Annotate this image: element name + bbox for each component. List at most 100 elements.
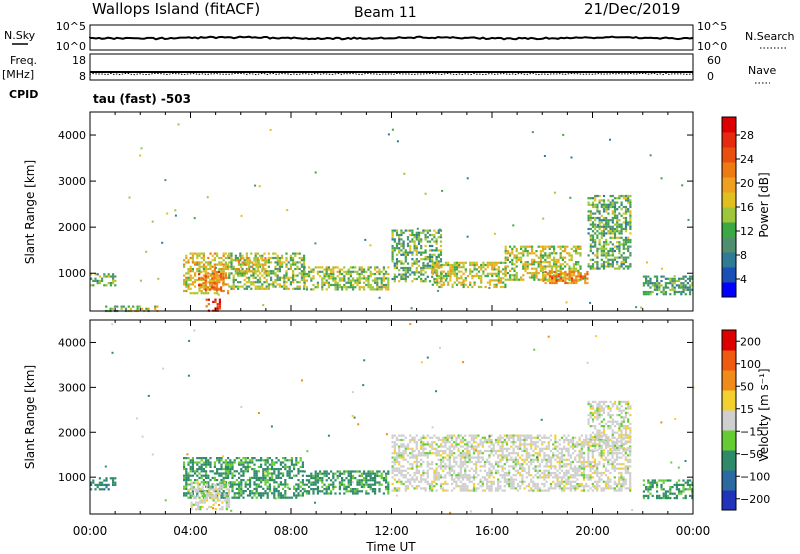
heatmap-cell: [629, 201, 632, 204]
heatmap-cell: [567, 438, 570, 442]
heatmap-cell: [444, 452, 447, 455]
heatmap-cell: [517, 278, 520, 281]
heatmap-cell: [264, 461, 267, 464]
heatmap-cell: [533, 258, 536, 261]
heatmap-cell: [459, 452, 462, 455]
heatmap-cell: [442, 449, 445, 453]
heatmap-cell: [558, 482, 561, 486]
heatmap-cell: [369, 286, 372, 289]
heatmap-cell: [572, 250, 575, 253]
heatmap-cell: [602, 252, 606, 255]
heatmap-cell: [254, 281, 257, 284]
heatmap-cell: [575, 275, 578, 278]
heatmap-cell: [194, 501, 198, 504]
heatmap-cell: [607, 254, 610, 257]
heatmap-cell: [305, 483, 308, 486]
heatmap-cell: [560, 449, 564, 453]
heatmap-cell: [365, 474, 368, 477]
heatmap-cell: [449, 270, 452, 273]
heatmap-cell: [382, 279, 385, 282]
heatmap-cell: [460, 281, 463, 284]
heatmap-cell: [212, 497, 215, 500]
heatmap-cell: [602, 247, 606, 250]
heatmap-cell: [501, 443, 504, 446]
heatmap-cell: [509, 252, 512, 255]
heatmap-cell: [298, 261, 301, 264]
heatmap-cell: [209, 279, 212, 282]
heatmap-cell: [398, 480, 401, 483]
heatmap-cell: [286, 470, 289, 473]
heatmap-cell: [310, 288, 313, 291]
heatmap-cell: [271, 474, 274, 477]
heatmap-cell: [591, 223, 595, 226]
heatmap-cell: [312, 483, 315, 486]
heatmap-cell: [536, 460, 539, 464]
heatmap-cell: [490, 463, 493, 466]
heatmap-cell: [404, 485, 407, 488]
heatmap-cell: [216, 494, 219, 497]
heatmap-cell: [231, 465, 234, 468]
heatmap-cell: [391, 476, 394, 479]
heatmap-cell: [223, 499, 226, 502]
heatmap-cell: [417, 260, 421, 263]
heatmap-cell: [477, 482, 480, 486]
heatmap-cell: [422, 251, 425, 254]
heatmap-cell: [211, 281, 214, 285]
heatmap-cell: [409, 456, 412, 459]
heatmap-cell: [201, 494, 204, 498]
heatmap-cell: [499, 445, 502, 448]
heatmap-cell: [483, 465, 487, 468]
heatmap-cell: [658, 288, 661, 291]
heatmap-cell: [409, 229, 412, 232]
heatmap-cell: [531, 274, 534, 277]
heatmap-cell: [278, 278, 281, 282]
heatmap-cell: [205, 481, 209, 484]
heatmap-cell: [426, 258, 429, 261]
heatmap-cell: [524, 265, 527, 268]
heatmap-cell: [202, 267, 205, 271]
heatmap-cell: [222, 289, 225, 293]
heatmap-cell: [398, 249, 401, 252]
heatmap-cell: [374, 483, 377, 486]
heatmap-cell: [174, 214, 177, 217]
heatmap-cell: [358, 266, 361, 269]
heatmap-cell: [570, 247, 573, 250]
heatmap-cell: [225, 503, 228, 506]
heatmap-cell: [239, 259, 242, 262]
heatmap-cell: [411, 452, 414, 455]
heatmap-cell: [378, 268, 381, 271]
heatmap-cell: [298, 281, 301, 284]
heatmap-cell: [205, 457, 208, 460]
heatmap-cell: [244, 483, 247, 486]
heatmap-cell: [504, 252, 507, 255]
heatmap-cell: [220, 468, 223, 471]
heatmap-cell: [544, 247, 547, 250]
heatmap-cell: [265, 270, 268, 273]
heatmap-cell: [242, 270, 245, 273]
heatmap-cell: [459, 467, 462, 470]
heatmap-cell: [605, 225, 608, 228]
heatmap-cell: [191, 252, 194, 255]
heatmap-cell: [415, 244, 418, 248]
heatmap-cell: [444, 443, 447, 446]
heatmap-cell: [466, 285, 470, 289]
heatmap-cell: [649, 293, 652, 296]
heatmap-cell: [200, 270, 203, 274]
heatmap-cell: [420, 251, 423, 254]
heatmap-cell: [380, 477, 383, 480]
heatmap-cell: [376, 286, 379, 289]
heatmap-cell: [611, 230, 614, 233]
heatmap-cell: [602, 227, 606, 231]
heatmap-cell: [589, 474, 592, 477]
heatmap-cell: [191, 468, 194, 471]
heatmap-cell: [187, 476, 190, 479]
heatmap-cell: [404, 447, 407, 450]
heatmap-cell: [523, 449, 526, 453]
heatmap-cell: [234, 254, 237, 257]
heatmap-cell: [451, 285, 454, 289]
heatmap-cell: [594, 205, 597, 209]
heatmap-cell: [246, 465, 249, 468]
heatmap-cell: [509, 274, 512, 277]
heatmap-cell: [277, 459, 280, 462]
heatmap-cell: [450, 454, 454, 457]
